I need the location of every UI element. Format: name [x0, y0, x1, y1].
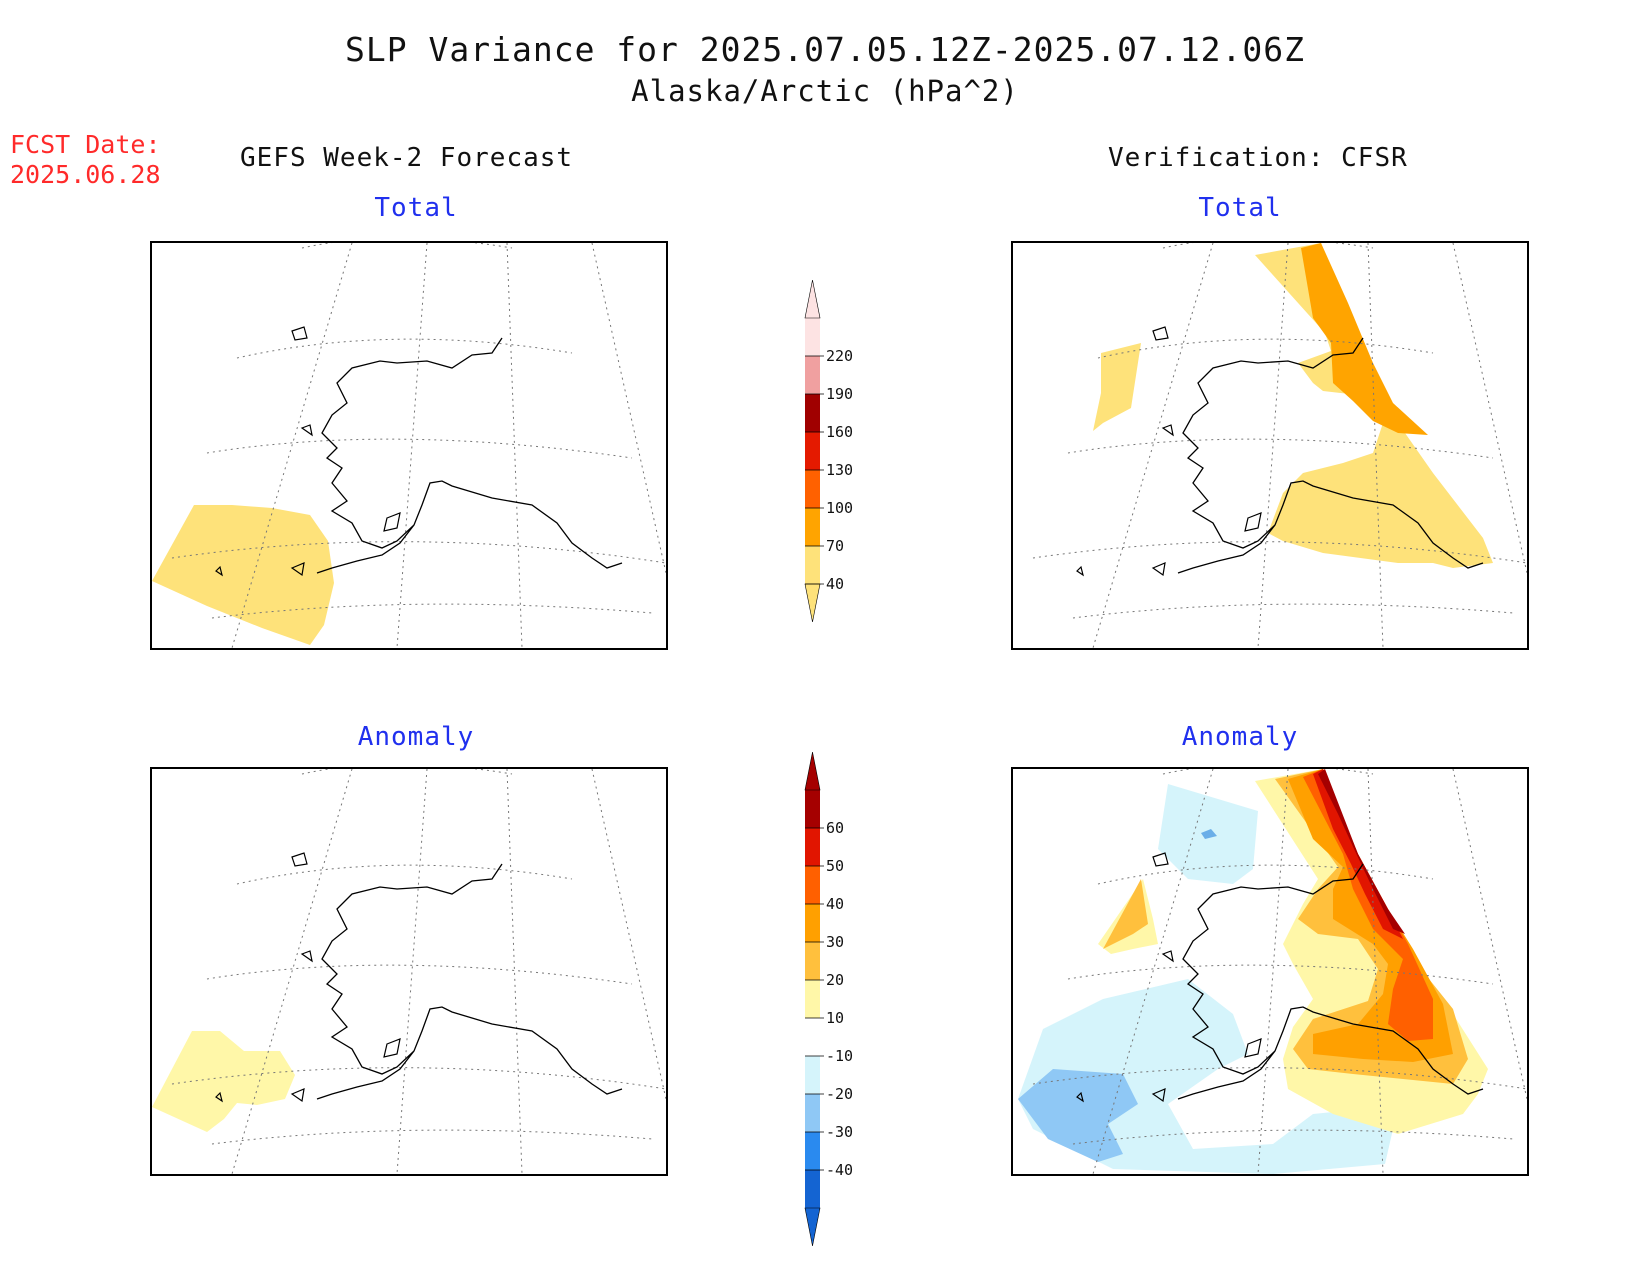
fcst-date-block: FCST Date: 2025.06.28 [10, 130, 161, 190]
colorbar-segment [805, 394, 820, 432]
anomaly-shade-gt60 [1318, 769, 1405, 934]
anomaly-shade-10-20 [152, 1031, 295, 1132]
fcst-date-value: 2025.06.28 [10, 160, 161, 189]
variance-shade-40-70-west [1093, 343, 1141, 431]
fcst-date-label: FCST Date: [10, 130, 161, 159]
colorbar-segment [805, 790, 820, 828]
colorbar-segment [805, 508, 820, 546]
colorbar-tick-label: 60 [826, 819, 844, 837]
anomaly-shade-40-50 [1303, 769, 1433, 1041]
anomaly-shade-neg20-neg30-small [1201, 829, 1217, 839]
colorbar-segment [805, 904, 820, 942]
colorbar-segment [805, 356, 820, 394]
forecast-total-map [150, 241, 668, 650]
verification-anomaly-map [1011, 767, 1529, 1176]
colorbar-segment [805, 546, 820, 584]
colorbar-tick-label: -10 [826, 1047, 853, 1065]
colorbar-bottom-triangle [804, 1207, 821, 1247]
total-colorbar: 40 70 100 130 160 190 220 [795, 279, 885, 623]
forecast-total-title: Total [374, 193, 458, 223]
colorbar-tick-label: 220 [826, 347, 853, 365]
lat-lon-grid [171, 243, 666, 648]
coastline [215, 852, 623, 1103]
coastline [1076, 326, 1484, 577]
colorbar-tick-label: 10 [826, 1009, 844, 1027]
colorbar-top-triangle [804, 751, 821, 791]
colorbar-tick-label: -30 [826, 1123, 853, 1141]
colorbar-segment [805, 1056, 820, 1094]
lat-lon-grid [1032, 769, 1527, 1174]
forecast-anomaly-map [150, 767, 668, 1176]
coastline [215, 326, 623, 577]
colorbar-tick-label: 30 [826, 933, 844, 951]
colorbar-segment [805, 470, 820, 508]
coastline [1076, 852, 1484, 1103]
verification-total-map [1011, 241, 1529, 650]
anomaly-shade-20-30-west [1103, 879, 1148, 949]
lat-lon-grid [171, 769, 666, 1174]
colorbar-segment [805, 1170, 820, 1208]
chart-subtitle: Alaska/Arctic (hPa^2) [631, 74, 1019, 108]
colorbar-tick-label: 50 [826, 857, 844, 875]
chart-title: SLP Variance for 2025.07.05.12Z-2025.07.… [345, 30, 1305, 69]
colorbar-segment [805, 1132, 820, 1170]
variance-shade-70-100 [1301, 243, 1428, 435]
forecast-column-heading: GEFS Week-2 Forecast [240, 143, 574, 173]
colorbar-segment [805, 432, 820, 470]
variance-shade-40-70 [152, 505, 334, 645]
verification-total-title: Total [1198, 193, 1282, 223]
colorbar-tick-label: -20 [826, 1085, 853, 1103]
anomaly-shade-neg20-neg30 [1018, 1069, 1138, 1162]
anomaly-shade-neg10-neg20-south [1018, 979, 1393, 1174]
colorbar-segment [805, 980, 820, 1018]
colorbar-segment [805, 318, 820, 356]
forecast-anomaly-title: Anomaly [357, 722, 475, 752]
colorbar-tick-label: 40 [826, 575, 844, 593]
verification-column-heading: Verification: CFSR [1108, 143, 1408, 173]
colorbar-tick-label: 190 [826, 385, 853, 403]
colorbar-tick-label: 70 [826, 537, 844, 555]
colorbar-tick-label: 20 [826, 971, 844, 989]
colorbar-tick-label: 40 [826, 895, 844, 913]
colorbar-tick-label: 130 [826, 461, 853, 479]
colorbar-top-triangle [804, 279, 821, 319]
colorbar-tick-label: -40 [826, 1161, 853, 1179]
colorbar-segment [805, 1094, 820, 1132]
colorbar-segment [805, 828, 820, 866]
colorbar-bottom-triangle [804, 583, 821, 623]
verification-anomaly-title: Anomaly [1181, 722, 1299, 752]
colorbar-tick-label: 160 [826, 423, 853, 441]
colorbar-tick-label: 100 [826, 499, 853, 517]
colorbar-segment [805, 1018, 820, 1056]
anomaly-colorbar: -40 -30 -20 -10 10 20 30 40 50 60 [795, 751, 885, 1247]
lat-lon-grid [1032, 243, 1527, 648]
colorbar-segment [805, 942, 820, 980]
colorbar-segment [805, 866, 820, 904]
